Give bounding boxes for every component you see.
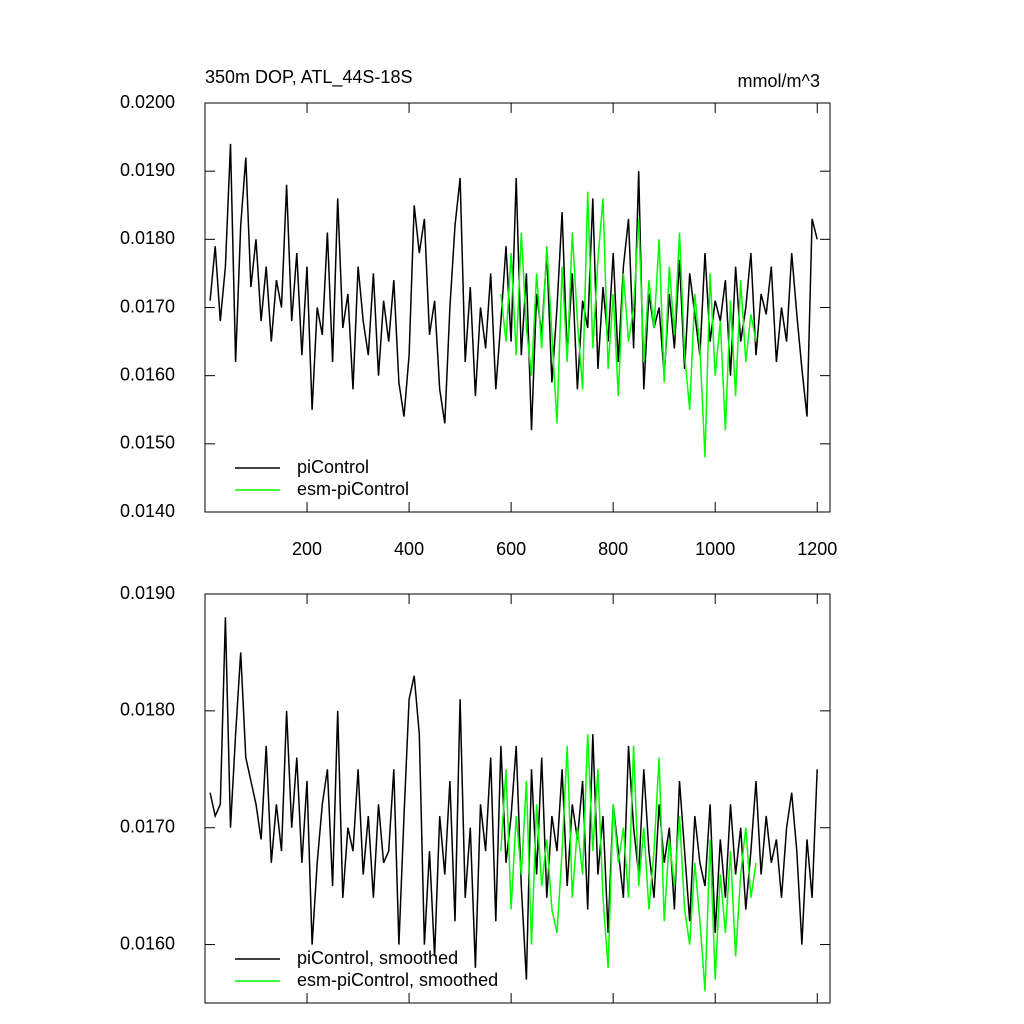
legend-label: esm-piControl xyxy=(297,479,409,499)
units-label: mmol/m^3 xyxy=(738,71,820,91)
plot-frame xyxy=(204,593,831,1004)
legend-label: piControl, smoothed xyxy=(297,948,458,968)
series-line xyxy=(500,191,757,458)
y-tick-label: 0.0180 xyxy=(120,228,175,248)
x-tick-label: 600 xyxy=(496,539,526,559)
legend-label: piControl xyxy=(297,457,369,477)
y-tick-label: 0.0150 xyxy=(120,433,175,453)
series-line xyxy=(209,143,818,431)
y-tick-label: 0.0190 xyxy=(120,583,175,603)
y-tick-label: 0.0160 xyxy=(120,364,175,384)
y-tick-label: 0.0170 xyxy=(120,296,175,316)
x-tick-label: 1000 xyxy=(695,539,735,559)
x-tick-label: 200 xyxy=(292,539,322,559)
x-tick-label: 400 xyxy=(394,539,424,559)
series-line xyxy=(209,617,818,980)
y-tick-label: 0.0190 xyxy=(120,160,175,180)
y-tick-label: 0.0200 xyxy=(120,92,175,112)
x-tick-label: 800 xyxy=(598,539,628,559)
y-tick-label: 0.0140 xyxy=(120,501,175,521)
y-tick-label: 0.0180 xyxy=(120,700,175,720)
y-tick-label: 0.0170 xyxy=(120,816,175,836)
x-tick-label: 1200 xyxy=(797,539,837,559)
chart-title: 350m DOP, ATL_44S-18S xyxy=(205,67,412,88)
y-tick-label: 0.0160 xyxy=(120,933,175,953)
series-line xyxy=(500,734,757,992)
legend-label: esm-piControl, smoothed xyxy=(297,970,498,990)
